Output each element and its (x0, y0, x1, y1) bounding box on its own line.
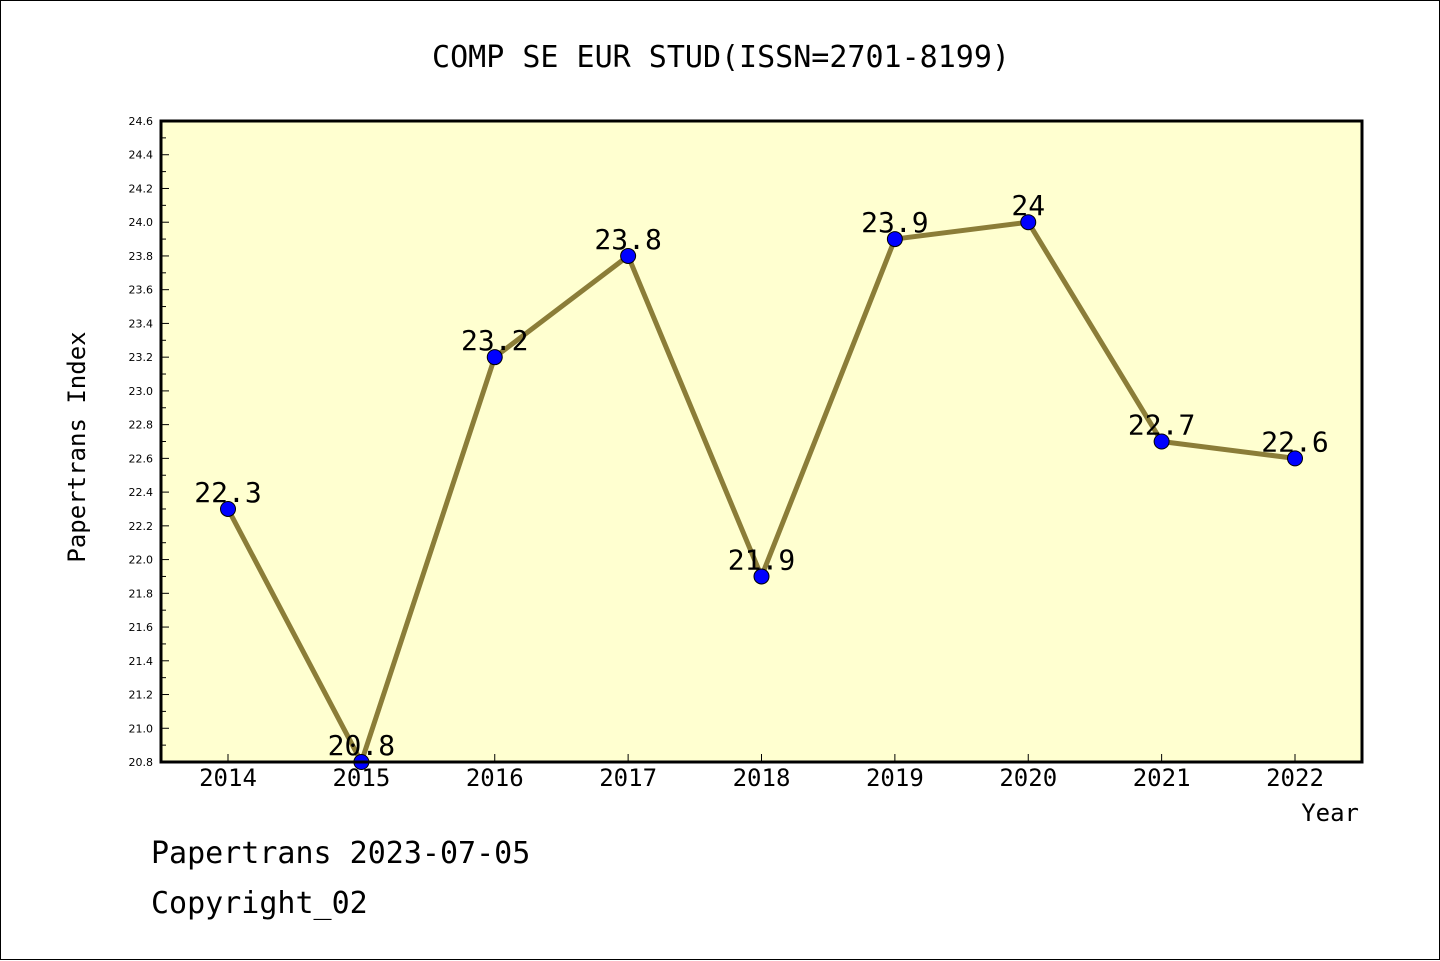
data-point (1287, 450, 1303, 467)
y-tick-label: 22.2 (129, 520, 154, 533)
y-tick-label: 21.2 (129, 689, 154, 702)
y-tick-label: 24.2 (129, 182, 154, 195)
x-tick-label: 2014 (199, 764, 257, 792)
y-tick-label: 22.8 (129, 419, 154, 432)
y-tick-label: 23.4 (129, 317, 154, 330)
y-tick-label: 24.6 (129, 115, 154, 128)
plot-area (161, 121, 1362, 762)
y-tick-label: 24.0 (129, 216, 154, 229)
y-axis-ticks: 20.8 21.0 21.2 21.4 21.6 21.8 22.0 22.2 22.4 22.6… (129, 115, 169, 769)
plot-frame (159, 119, 1364, 764)
footer-copyright-text: Copyright_02 (151, 886, 368, 921)
data-point (220, 500, 236, 517)
data-label: 22.6 (1261, 425, 1328, 458)
data-point (620, 247, 637, 264)
x-tick-label: 2020 (999, 764, 1057, 792)
y-tick-label: 20.8 (129, 756, 154, 769)
data-label: 22.7 (1128, 409, 1195, 442)
y-tick-label: 24.4 (129, 149, 154, 162)
data-label: 23.8 (594, 223, 661, 256)
y-tick-label: 23.0 (129, 385, 154, 398)
y-tick-label: 21.4 (129, 655, 154, 668)
y-tick-label: 23.8 (129, 250, 154, 263)
x-axis-label: Year (1301, 799, 1359, 827)
data-point (753, 568, 770, 585)
data-label: 22.3 (194, 476, 261, 509)
x-tick-label: 2022 (1266, 764, 1324, 792)
data-point (1020, 214, 1037, 231)
y-tick-label: 23.2 (129, 351, 154, 364)
data-point (1153, 433, 1170, 450)
x-tick-label: 2016 (466, 764, 524, 792)
x-tick-label: 2021 (1133, 764, 1191, 792)
data-point (886, 231, 903, 248)
y-tick-label: 21.6 (129, 621, 154, 634)
data-label: 23.2 (461, 324, 528, 357)
data-label: 21.9 (728, 543, 795, 576)
data-label: 23.9 (861, 206, 928, 239)
footer-date-text: Papertrans 2023-07-05 (151, 836, 531, 871)
x-tick-label: 2017 (599, 764, 657, 792)
y-tick-label: 22.0 (129, 554, 154, 567)
data-label: 20.8 (328, 729, 395, 762)
chart-title: COMP SE EUR STUD(ISSN=2701-8199) (432, 40, 1010, 75)
y-tick-label: 21.8 (129, 587, 154, 600)
x-tick-label: 2018 (733, 764, 791, 792)
data-label: 24 (1011, 189, 1045, 222)
x-tick-label: 2019 (866, 764, 924, 792)
y-axis-label: Papertrans Index (63, 331, 91, 562)
y-tick-label: 21.0 (129, 722, 154, 735)
x-axis-ticks: 2014 2015 2016 2017 2018 2019 2020 2021 2022 (199, 754, 1324, 792)
data-point (486, 349, 503, 366)
series-group: 22.3 20.8 23.2 23.8 21.9 23.9 24 22.7 22.6 (194, 189, 1329, 770)
y-tick-label: 22.4 (129, 486, 154, 499)
y-tick-label: 22.6 (129, 452, 154, 465)
y-tick-label: 23.6 (129, 284, 154, 297)
